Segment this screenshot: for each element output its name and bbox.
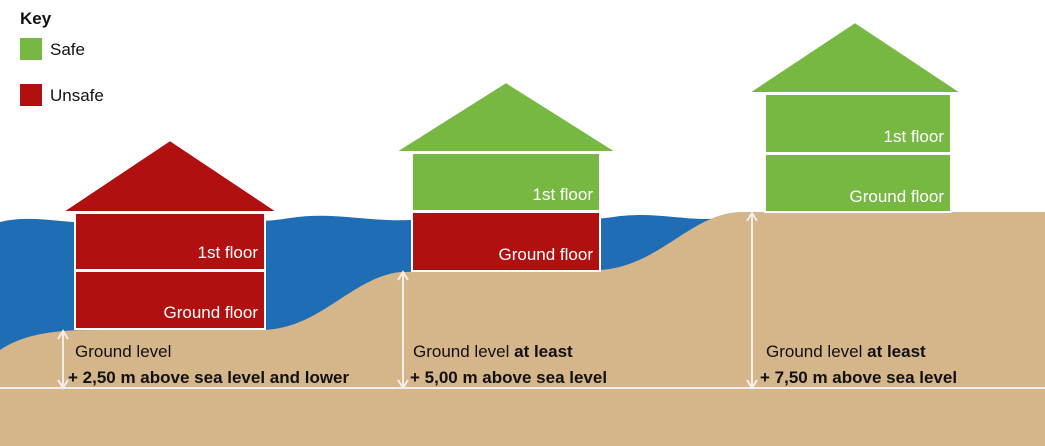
- floor-label: Ground floor: [850, 187, 945, 206]
- floor-label: 1st floor: [533, 185, 594, 204]
- roof: [58, 138, 282, 213]
- key-title: Key: [20, 9, 52, 28]
- ground-level-text: Ground level at least: [413, 342, 573, 361]
- ground-level-text: Ground level at least: [766, 342, 926, 361]
- key-label: Safe: [50, 40, 85, 59]
- ground-level-label: Ground level: [75, 342, 171, 361]
- floor: [764, 93, 952, 154]
- height-arrow: [57, 211, 758, 390]
- ground-level-label: Ground level: [766, 342, 862, 361]
- roof: [744, 20, 966, 94]
- ground-level-emphasis: at least: [514, 342, 573, 361]
- ground-level-height: + 2,50 m above sea level and lower: [68, 368, 350, 387]
- floor: [764, 153, 952, 213]
- floor: [74, 212, 266, 271]
- floor-label: 1st floor: [884, 127, 945, 146]
- key-swatch: [20, 38, 42, 60]
- floor-label: 1st floor: [198, 243, 259, 262]
- key-swatch: [20, 84, 42, 106]
- floor: [411, 211, 601, 272]
- key-label: Unsafe: [50, 86, 104, 105]
- floor-label: Ground floor: [499, 245, 594, 264]
- roof: [391, 80, 621, 153]
- ground-level-height: + 5,00 m above sea level: [410, 368, 607, 387]
- ground-level-label: Ground level: [413, 342, 509, 361]
- floor-label: Ground floor: [164, 303, 259, 322]
- ground-level-emphasis: at least: [867, 342, 926, 361]
- floor: [74, 270, 266, 330]
- ground-level-height: + 7,50 m above sea level: [760, 368, 957, 387]
